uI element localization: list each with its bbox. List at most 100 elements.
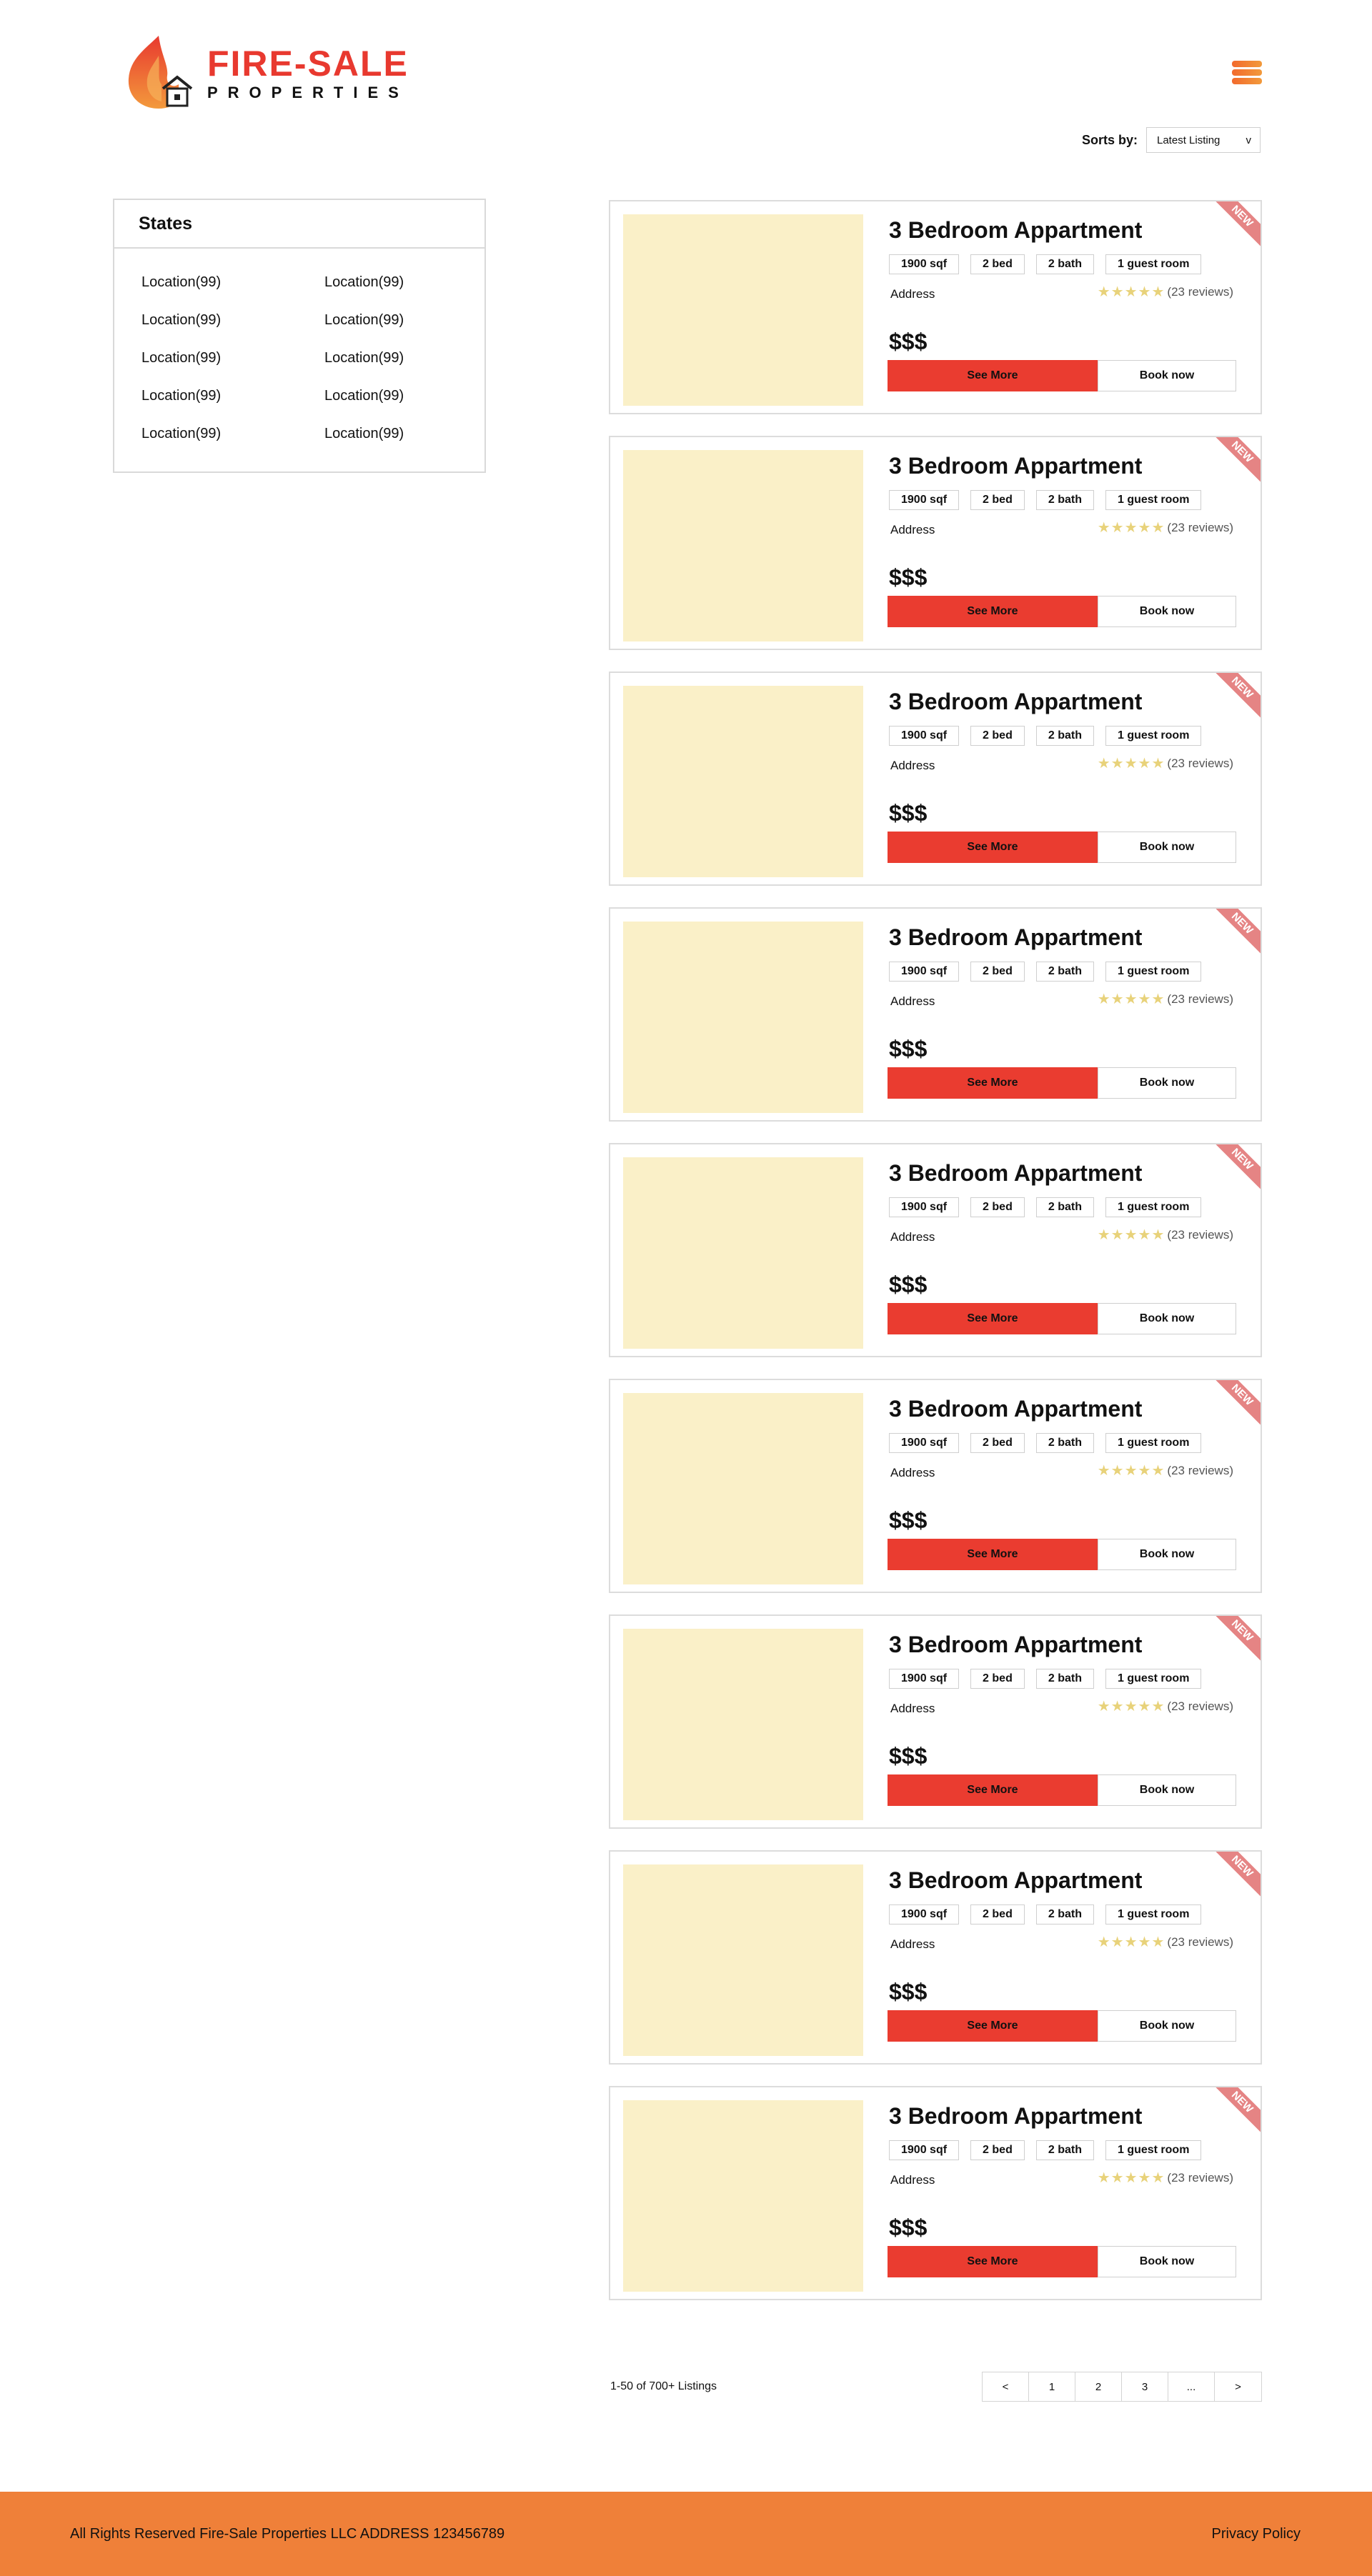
see-more-button[interactable]: See More	[888, 360, 1098, 391]
listing-address: Address	[890, 1466, 935, 1479]
listing-address: Address	[890, 1230, 935, 1244]
book-now-button[interactable]: Book now	[1098, 596, 1236, 627]
see-more-button[interactable]: See More	[888, 2246, 1098, 2277]
location-link[interactable]: Location(99)	[141, 274, 222, 290]
location-link[interactable]: Location(99)	[141, 388, 222, 404]
new-badge: NEW	[1210, 1616, 1261, 1663]
book-now-button[interactable]: Book now	[1098, 1539, 1236, 1570]
feature-tags: 1900 sqf 2 bed 2 bath 1 guest room	[889, 1433, 1213, 1453]
location-link[interactable]: Location(99)	[324, 388, 404, 404]
rating: ★★★★★ (23 reviews)	[1098, 283, 1233, 301]
book-now-button[interactable]: Book now	[1098, 1774, 1236, 1806]
listing-image-placeholder[interactable]	[623, 450, 863, 641]
page-button[interactable]: ...	[1168, 2372, 1215, 2401]
sort-label: Sorts by:	[1081, 132, 1138, 147]
star-rating-icon: ★★★★★	[1097, 756, 1165, 772]
book-now-button[interactable]: Book now	[1098, 1067, 1236, 1099]
sort-dropdown[interactable]: Latest Listing v	[1146, 127, 1261, 153]
listing-image-placeholder[interactable]	[623, 686, 863, 877]
feature-tag: 2 bed	[970, 1197, 1025, 1217]
footer-copyright: All Rights Reserved Fire-Sale Properties…	[70, 2525, 505, 2542]
see-more-button[interactable]: See More	[888, 1774, 1098, 1806]
see-more-button[interactable]: See More	[888, 1539, 1098, 1570]
see-more-button[interactable]: See More	[888, 832, 1098, 863]
hamburger-menu-icon[interactable]	[1232, 61, 1262, 88]
review-count: (23 reviews)	[1167, 2170, 1233, 2185]
book-now-button[interactable]: Book now	[1098, 1303, 1236, 1334]
feature-tag: 2 bed	[970, 726, 1025, 746]
listing-image-placeholder[interactable]	[623, 214, 863, 406]
listing-title: 3 Bedroom Appartment	[889, 453, 1143, 479]
listing-image-placeholder[interactable]	[623, 2100, 863, 2292]
see-more-button[interactable]: See More	[888, 596, 1098, 627]
star-rating-icon: ★★★★★	[1097, 1227, 1165, 1243]
see-more-button[interactable]: See More	[888, 2010, 1098, 2042]
listing-card: 3 Bedroom Appartment 1900 sqf 2 bed 2 bath…	[609, 200, 1262, 414]
menu-bar	[1232, 61, 1262, 67]
location-link[interactable]: Location(99)	[141, 426, 222, 441]
listing-image-placeholder[interactable]	[623, 1157, 863, 1349]
feature-tag: 1900 sqf	[889, 962, 960, 982]
listing-image-placeholder[interactable]	[623, 1864, 863, 2056]
rating: ★★★★★ (23 reviews)	[1098, 519, 1233, 536]
review-count: (23 reviews)	[1167, 1463, 1233, 1477]
feature-tag: 1 guest room	[1105, 1904, 1202, 1924]
review-count: (23 reviews)	[1167, 756, 1233, 770]
feature-tags: 1900 sqf 2 bed 2 bath 1 guest room	[889, 962, 1213, 982]
page-button[interactable]: <	[983, 2372, 1029, 2401]
feature-tag: 1 guest room	[1105, 490, 1202, 510]
feature-tag: 1 guest room	[1105, 1197, 1202, 1217]
listing-address: Address	[890, 1937, 935, 1951]
listing-card: 3 Bedroom Appartment 1900 sqf 2 bed 2 bath…	[609, 2086, 1262, 2300]
listing-card: 3 Bedroom Appartment 1900 sqf 2 bed 2 bath…	[609, 1143, 1262, 1357]
page-button[interactable]: 1	[1029, 2372, 1075, 2401]
book-now-button[interactable]: Book now	[1098, 360, 1236, 391]
location-link[interactable]: Location(99)	[324, 274, 404, 290]
listing-address: Address	[890, 1702, 935, 1715]
locations-grid: Location(99) Location(99) Location(99) Loca…	[114, 249, 484, 443]
location-link[interactable]: Location(99)	[324, 350, 404, 366]
location-link[interactable]: Location(99)	[324, 426, 404, 441]
book-now-button[interactable]: Book now	[1098, 832, 1236, 863]
flame-house-logo-icon	[128, 36, 193, 109]
feature-tag: 2 bath	[1035, 254, 1094, 274]
feature-tags: 1900 sqf 2 bed 2 bath 1 guest room	[889, 1904, 1213, 1924]
book-now-button[interactable]: Book now	[1098, 2010, 1236, 2042]
brand-logo[interactable]: FIRE-SALE PROPERTIES	[117, 34, 417, 113]
location-link[interactable]: Location(99)	[141, 350, 222, 366]
star-rating-icon: ★★★★★	[1097, 1935, 1165, 1950]
location-link[interactable]: Location(99)	[141, 312, 222, 328]
see-more-button[interactable]: See More	[888, 1303, 1098, 1334]
privacy-policy-link[interactable]: Privacy Policy	[1211, 2525, 1301, 2542]
rating: ★★★★★ (23 reviews)	[1098, 1226, 1233, 1244]
feature-tag: 1 guest room	[1105, 2140, 1202, 2160]
page-button[interactable]: 3	[1122, 2372, 1168, 2401]
listing-count: 1-50 of 700+ Listings	[610, 2380, 717, 2392]
book-now-button[interactable]: Book now	[1098, 2246, 1236, 2277]
site-header: FIRE-SALE PROPERTIES	[0, 0, 1372, 121]
listing-image-placeholder[interactable]	[623, 1629, 863, 1820]
star-rating-icon: ★★★★★	[1097, 520, 1165, 536]
listing-card: 3 Bedroom Appartment 1900 sqf 2 bed 2 bath…	[609, 1850, 1262, 2065]
feature-tag: 1 guest room	[1105, 962, 1202, 982]
feature-tag: 1900 sqf	[889, 254, 960, 274]
page-button[interactable]: 2	[1075, 2372, 1122, 2401]
page-button[interactable]: >	[1235, 2380, 1241, 2393]
listing-image-placeholder[interactable]	[623, 922, 863, 1113]
feature-tag: 2 bed	[970, 1433, 1025, 1453]
feature-tag: 1900 sqf	[889, 1433, 960, 1453]
listing-price: $$$	[889, 1979, 928, 2005]
feature-tags: 1900 sqf 2 bed 2 bath 1 guest room	[889, 2140, 1213, 2160]
location-link[interactable]: Location(99)	[324, 312, 404, 328]
see-more-button[interactable]: See More	[888, 1067, 1098, 1099]
listing-card: 3 Bedroom Appartment 1900 sqf 2 bed 2 bath…	[609, 672, 1262, 886]
listings-column: 3 Bedroom Appartment 1900 sqf 2 bed 2 bath…	[609, 200, 1262, 2322]
listing-price: $$$	[889, 1272, 928, 1297]
listing-price: $$$	[889, 1507, 928, 1533]
feature-tag: 2 bath	[1035, 962, 1094, 982]
feature-tags: 1900 sqf 2 bed 2 bath 1 guest room	[889, 726, 1213, 746]
listing-card: 3 Bedroom Appartment 1900 sqf 2 bed 2 bath…	[609, 1614, 1262, 1829]
listing-image-placeholder[interactable]	[623, 1393, 863, 1584]
review-count: (23 reviews)	[1167, 1699, 1233, 1713]
rating: ★★★★★ (23 reviews)	[1098, 1462, 1233, 1479]
